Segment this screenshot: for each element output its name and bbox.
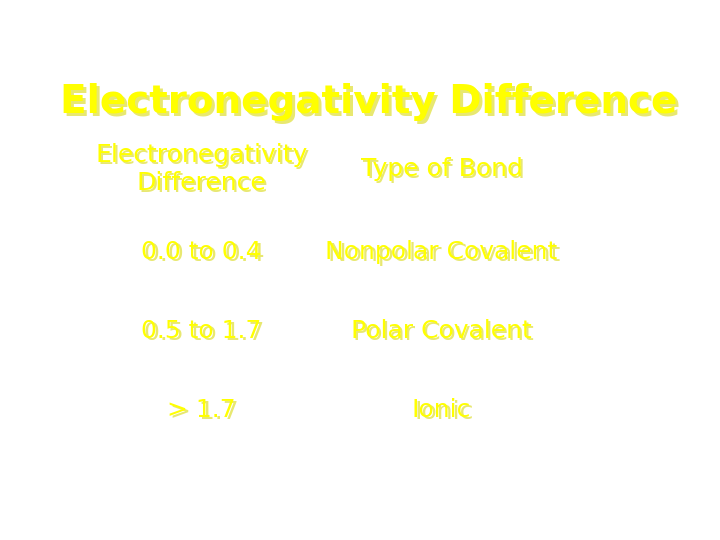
Text: Nonpolar Covalent: Nonpolar Covalent [325, 240, 558, 264]
Text: Ionic: Ionic [412, 398, 471, 422]
Text: > 1.7: > 1.7 [169, 400, 238, 424]
Text: Nonpolar Covalent: Nonpolar Covalent [328, 242, 560, 266]
Text: Electronegativity
Difference: Electronegativity Difference [98, 145, 310, 197]
Text: > 1.7: > 1.7 [167, 398, 236, 422]
Text: 0.5 to 1.7: 0.5 to 1.7 [141, 319, 262, 343]
Text: Polar Covalent: Polar Covalent [351, 319, 532, 343]
Text: Electronegativity
Difference: Electronegativity Difference [96, 143, 307, 194]
Text: Type of Bond: Type of Bond [361, 157, 523, 181]
Text: Electronegativity Difference: Electronegativity Difference [60, 83, 678, 121]
Text: 0.5 to 1.7: 0.5 to 1.7 [144, 321, 264, 346]
Text: 0.0 to 0.4: 0.0 to 0.4 [143, 242, 264, 266]
Text: Type of Bond: Type of Bond [363, 159, 525, 183]
Text: Ionic: Ionic [414, 400, 474, 424]
Text: Electronegativity Difference: Electronegativity Difference [63, 86, 680, 124]
Text: Polar Covalent: Polar Covalent [354, 321, 534, 346]
Text: 0.0 to 0.4: 0.0 to 0.4 [141, 240, 262, 264]
